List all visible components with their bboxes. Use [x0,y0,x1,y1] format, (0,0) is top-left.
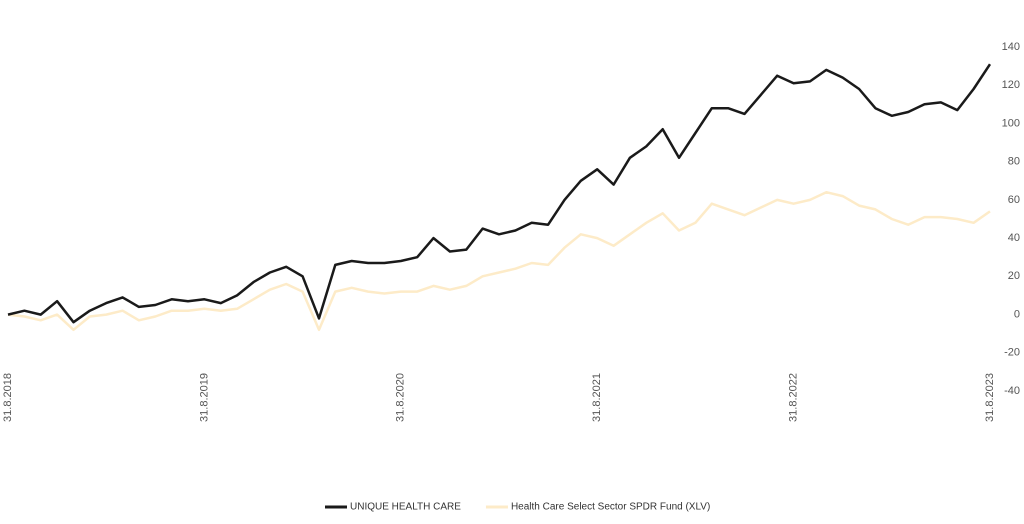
y-tick-label: 120 [1002,79,1020,91]
y-tick-label: -20 [1004,347,1020,359]
y-tick-label: 20 [1008,270,1020,282]
y-tick-label: 40 [1008,232,1020,244]
y-tick-label: 140 [1002,41,1020,53]
series-line [7,190,991,332]
y-tick-label: 100 [1002,117,1020,129]
x-tick-label: 31.8.2021 [591,373,603,422]
y-tick-label: -40 [1004,385,1020,397]
x-tick-label: 31.8.2022 [788,373,800,422]
y-tick-label: 60 [1008,194,1020,206]
y-tick-label: 0 [1014,308,1020,320]
y-tick-label: 80 [1008,156,1020,168]
x-tick-label: 31.8.2018 [2,373,14,422]
x-tick-label: 31.8.2020 [395,373,407,422]
series-line [7,63,992,324]
x-tick-label: 31.8.2023 [984,373,996,422]
x-tick-label: 31.8.2019 [198,373,210,422]
legend-label: Health Care Select Sector SPDR Fund (XLV… [511,502,710,513]
legend-label: UNIQUE HEALTH CARE [350,502,461,513]
